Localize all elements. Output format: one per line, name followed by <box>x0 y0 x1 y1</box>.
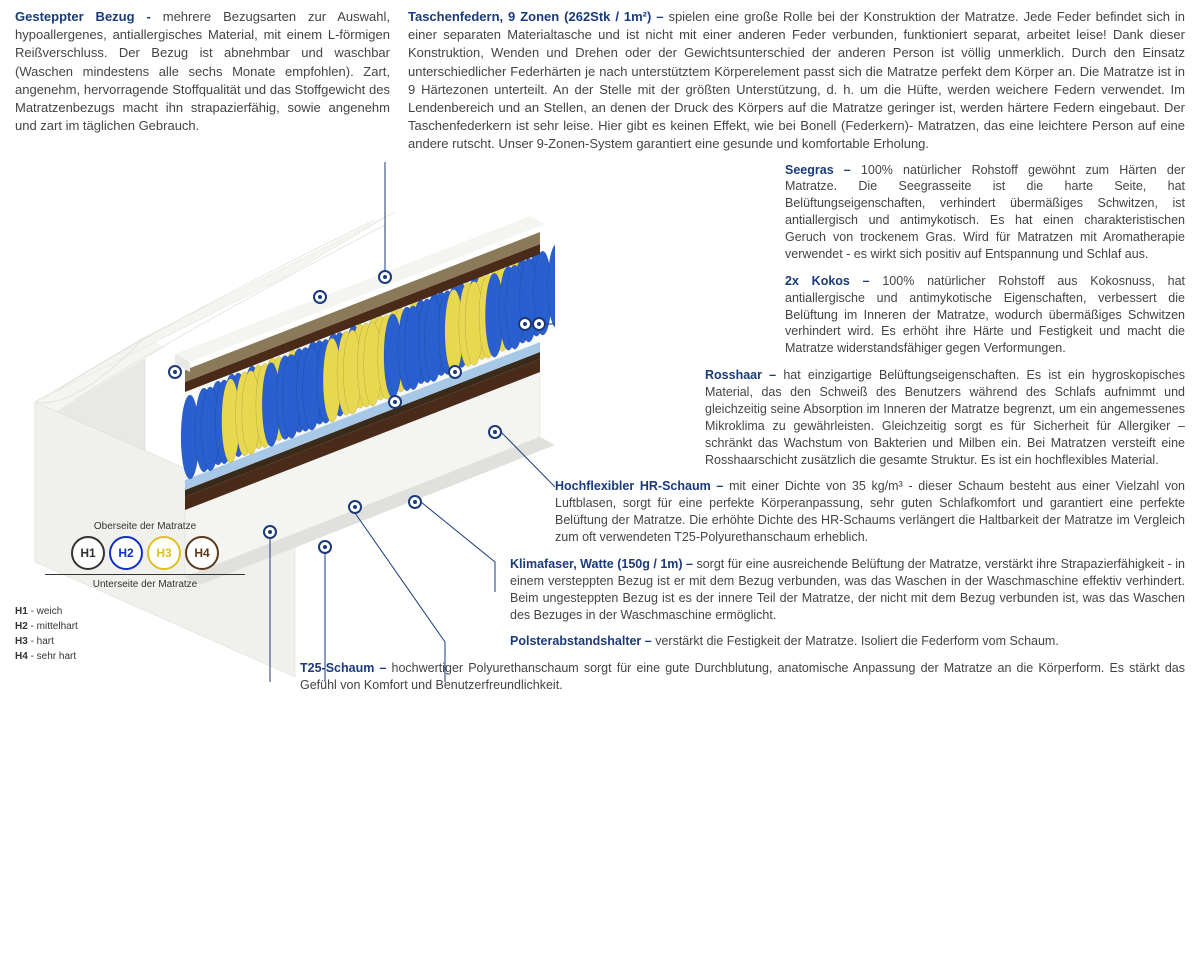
kokos-block: 2x Kokos – 100% natürlicher Rohstoff aus… <box>785 273 1185 357</box>
legend-def-h2: H2 - mittelhart <box>15 619 275 634</box>
polster-block: Polsterabstandshalter – verstärkt die Fe… <box>510 633 1185 650</box>
cover-title: Gesteppter Bezug - <box>15 9 163 24</box>
legend-bottom-label: Unterseite der Matratze <box>15 579 275 590</box>
hardness-circle-h3: H3 <box>147 536 181 570</box>
hrschaum-block: Hochflexibler HR-Schaum – mit einer Dich… <box>555 478 1185 546</box>
klimafaser-title: Klimafaser, Watte (150g / 1m) – <box>510 557 696 571</box>
legend-definitions: H1 - weichH2 - mittelhartH3 - hartH4 - s… <box>15 604 275 664</box>
t25-block: T25-Schaum – hochwertiger Polyurethansch… <box>300 660 1185 694</box>
polster-title: Polsterabstandshalter – <box>510 634 655 648</box>
legend-def-h4: H4 - sehr hart <box>15 649 275 664</box>
springs-description: Taschenfedern, 9 Zonen (262Stk / 1m²) – … <box>408 8 1185 154</box>
hrschaum-title: Hochflexibler HR-Schaum – <box>555 479 729 493</box>
klimafaser-block: Klimafaser, Watte (150g / 1m) – sorgt fü… <box>510 556 1185 624</box>
legend-top-label: Oberseite der Matratze <box>15 521 275 532</box>
legend-circles: H1H2H3H4 <box>15 536 275 570</box>
t25-title: T25-Schaum – <box>300 661 392 675</box>
layer-descriptions: Seegras – 100% natürlicher Rohstoff gewö… <box>555 162 1185 705</box>
cover-description: Gesteppter Bezug - mehrere Bezugsarten z… <box>15 8 390 154</box>
hardness-legend: Oberseite der Matratze H1H2H3H4 Untersei… <box>15 521 275 664</box>
rosshaar-block: Rosshaar – hat einzigartige Belüftungsei… <box>705 367 1185 468</box>
seegras-title: Seegras – <box>785 163 861 177</box>
hardness-circle-h2: H2 <box>109 536 143 570</box>
cover-body: mehrere Bezugsarten zur Auswahl, hypoall… <box>15 9 390 133</box>
mattress-diagram: Oberseite der Matratze H1H2H3H4 Untersei… <box>15 162 555 705</box>
springs-title: Taschenfedern, 9 Zonen (262Stk / 1m²) – <box>408 9 668 24</box>
hardness-circle-h4: H4 <box>185 536 219 570</box>
kokos-title: 2x Kokos – <box>785 274 882 288</box>
hardness-circle-h1: H1 <box>71 536 105 570</box>
rosshaar-title: Rosshaar – <box>705 368 783 382</box>
springs-body: spielen eine große Rolle bei der Konstru… <box>408 9 1185 151</box>
seegras-block: Seegras – 100% natürlicher Rohstoff gewö… <box>785 162 1185 263</box>
legend-def-h3: H3 - hart <box>15 634 275 649</box>
legend-def-h1: H1 - weich <box>15 604 275 619</box>
